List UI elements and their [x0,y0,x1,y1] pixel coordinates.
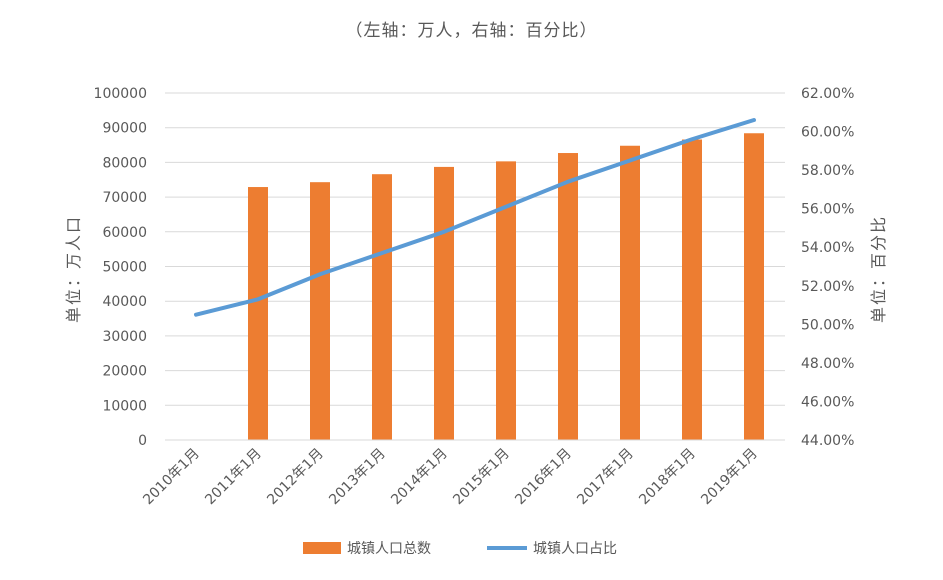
bar [434,166,454,440]
right-tick-label: 48.00% [801,356,854,372]
right-tick-label: 54.00% [801,240,854,256]
right-tick-label: 44.00% [801,433,854,449]
legend: 城镇人口总数 城镇人口占比 [303,541,617,557]
bar [248,187,268,440]
bar [558,153,578,440]
right-tick-label: 46.00% [801,394,854,410]
bar [310,182,330,440]
left-tick-label: 10000 [102,398,147,414]
x-tick-label: 2015年1月 [450,446,513,509]
left-tick-label: 70000 [102,190,147,206]
x-tick-label: 2019年1月 [698,446,761,509]
left-tick-label: 40000 [102,294,147,310]
series-line [194,117,756,317]
chart-title: （左轴：万人，右轴：百分比） [345,21,598,41]
right-tick-label: 58.00% [801,163,854,179]
bar [744,133,764,440]
x-tick-label: 2010年1月 [140,446,203,509]
bar [620,145,640,440]
bar [682,139,702,441]
right-tick-label: 56.00% [801,202,854,218]
gridlines [165,92,785,406]
left-tick-label: 0 [138,433,147,449]
x-tick-label: 2013年1月 [326,446,389,509]
right-tick-label: 62.00% [801,86,854,102]
x-tick-label: 2012年1月 [264,446,327,509]
left-tick-label: 30000 [102,329,147,345]
right-tick-label: 50.00% [801,317,854,333]
right-tick-label: 52.00% [801,279,854,295]
x-axis-ticks: 2010年1月 2011年1月 2012年1月 2013年1月 2014年1月 2015年… [140,446,761,509]
right-axis-ticks: 44.00% 46.00% 48.00% 50.00% 52.00% 54.00% 56.0… [801,86,854,449]
x-tick-label: 2018年1月 [636,446,699,509]
left-tick-label: 100000 [94,86,147,102]
left-tick-label: 20000 [102,364,147,380]
bar [496,161,516,440]
left-tick-label: 80000 [102,155,147,171]
legend-label-bar: 城镇人口总数 [347,541,431,557]
left-tick-label: 90000 [102,121,147,137]
left-axis-ticks: 0 10000 20000 30000 40000 50000 60000 70000 8000… [94,86,147,449]
legend-swatch-bar [303,542,341,554]
x-tick-label: 2011年1月 [202,446,265,509]
right-tick-label: 60.00% [801,125,854,141]
left-tick-label: 50000 [102,260,147,276]
x-tick-label: 2017年1月 [574,446,637,509]
bar [372,174,392,440]
line-series [194,117,756,317]
x-tick-label: 2016年1月 [512,446,575,509]
right-axis-title: 单位：百分比 [869,215,888,323]
left-axis-title: 单位：万人口 [64,215,83,323]
x-tick-label: 2014年1月 [388,446,451,509]
left-tick-label: 60000 [102,225,147,241]
bar-series [248,133,764,441]
legend-label-line: 城镇人口占比 [533,541,617,557]
